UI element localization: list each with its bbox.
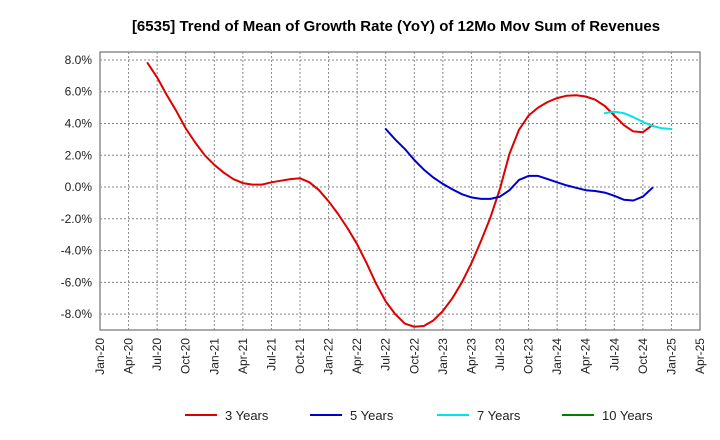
x-tick-label: Jul-24 <box>607 338 621 371</box>
x-tick-label: Oct-22 <box>407 338 421 374</box>
x-tick-label: Jul-20 <box>150 338 164 371</box>
legend-label: 7 Years <box>477 408 521 423</box>
x-tick-label: Apr-21 <box>236 338 250 374</box>
y-tick-label: -6.0% <box>61 275 93 289</box>
y-tick-label: 0.0% <box>65 180 93 194</box>
legend-label: 5 Years <box>350 408 394 423</box>
x-tick-label: Jul-21 <box>264 338 278 371</box>
x-tick-label: Apr-22 <box>350 338 364 374</box>
x-tick-label: Oct-21 <box>293 338 307 374</box>
x-tick-label: Jan-25 <box>664 338 678 375</box>
x-tick-label: Jan-20 <box>93 338 107 375</box>
y-tick-label: -4.0% <box>61 244 93 258</box>
x-tick-label: Jul-22 <box>379 338 393 371</box>
y-tick-label: 6.0% <box>65 85 93 99</box>
x-tick-label: Apr-20 <box>122 338 136 374</box>
y-tick-label: -2.0% <box>61 212 93 226</box>
legend-label: 3 Years <box>225 408 269 423</box>
x-tick-label: Jan-23 <box>436 338 450 375</box>
x-tick-label: Jan-22 <box>322 338 336 375</box>
y-tick-label: 4.0% <box>65 116 93 130</box>
series-layer <box>146 62 673 328</box>
y-tick-label: 2.0% <box>65 148 93 162</box>
legend: 3 Years 5 Years 7 Years 10 Years <box>185 408 653 423</box>
x-tick-label: Jan-21 <box>207 338 221 375</box>
series-line-3-years <box>146 62 654 328</box>
chart-title: [6535] Trend of Mean of Growth Rate (YoY… <box>132 18 660 35</box>
x-tick-label: Oct-24 <box>636 338 650 374</box>
y-tick-label: 8.0% <box>65 53 93 67</box>
grid-lines <box>100 52 700 330</box>
x-tick-label: Apr-25 <box>693 338 707 374</box>
x-tick-label: Jan-24 <box>550 338 564 375</box>
x-tick-label: Oct-23 <box>522 338 536 374</box>
x-tick-label: Oct-20 <box>179 338 193 374</box>
y-tick-label: -8.0% <box>61 307 93 321</box>
legend-label: 10 Years <box>602 408 653 423</box>
plot-area <box>99 51 701 331</box>
y-axis: 8.0% 6.0% 4.0% 2.0% 0.0% -2.0% -4.0% -6.0% -8.0% <box>61 53 93 321</box>
x-tick-label: Jul-23 <box>493 338 507 371</box>
x-tick-label: Apr-23 <box>464 338 478 374</box>
series-line-5-years <box>384 128 654 202</box>
series-line-7-years <box>603 110 673 130</box>
x-axis: Jan-20 Apr-20 Jul-20 Oct-20 Jan-21 Apr-21 Jul-… <box>93 338 707 375</box>
x-tick-label: Apr-24 <box>579 338 593 374</box>
